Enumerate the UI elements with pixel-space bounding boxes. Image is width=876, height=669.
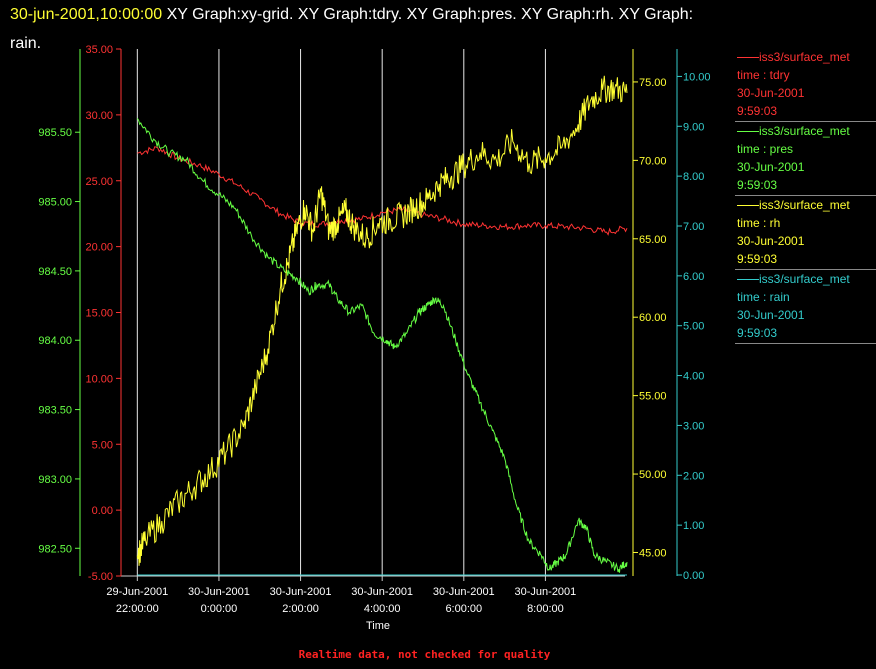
tdry-tick-label: 5.00 xyxy=(92,439,113,451)
legend-text: 30-Jun-2001 xyxy=(737,308,805,322)
legend: iss3/surface_met time : tdry 30-Jun-2001 9:… xyxy=(735,48,876,344)
rh-tick-label: 75.00 xyxy=(639,77,667,89)
rain-tick-label: 4.00 xyxy=(683,371,704,383)
rain-tick-label: 10.00 xyxy=(683,71,711,83)
legend-source: iss3/surface_met xyxy=(759,124,850,138)
pres-tick-label: 983.00 xyxy=(38,474,72,486)
legend-swatch xyxy=(737,57,759,59)
legend-text: 9:59:03 xyxy=(737,178,778,192)
pres-tick-label: 984.50 xyxy=(38,266,72,278)
rh-tick-label: 50.00 xyxy=(639,469,667,481)
rain-tick-label: 1.00 xyxy=(683,520,704,532)
legend-source: iss3/surface_met xyxy=(759,198,850,212)
x-tick-label: 6:00:00 xyxy=(445,603,482,615)
x-tick-label: 22:00:00 xyxy=(116,603,159,615)
rh-tick-label: 60.00 xyxy=(639,312,667,324)
pres-tick-label: 985.00 xyxy=(38,197,72,209)
tdry-tick-label: 20.00 xyxy=(85,242,113,254)
legend-text: 30-Jun-2001 xyxy=(737,160,805,174)
legend-text: time : rh xyxy=(737,216,781,230)
rh-series-line xyxy=(136,75,628,566)
tdry-tick-label: 30.00 xyxy=(85,110,113,122)
legend-text: 30-Jun-2001 xyxy=(737,86,805,100)
rain-tick-label: 3.00 xyxy=(683,420,704,432)
rh-tick-label: 45.00 xyxy=(639,547,667,559)
graph-titles: XY Graph:xy-grid. XY Graph:tdry. XY Grap… xyxy=(166,6,694,23)
tdry-tick-label: 15.00 xyxy=(85,308,113,320)
legend-text: 9:59:03 xyxy=(737,252,778,266)
x-tick-label: 30-Jun-2001 xyxy=(351,586,413,598)
tdry-tick-label: 35.00 xyxy=(85,44,113,56)
x-tick-label: 2:00:00 xyxy=(282,603,319,615)
legend-source: iss3/surface_met xyxy=(759,272,850,286)
legend-text: 9:59:03 xyxy=(737,326,778,340)
tdry-series-line xyxy=(137,146,628,236)
x-tick-label: 30-Jun-2001 xyxy=(270,586,332,598)
timestamp-label: 30-jun-2001,10:00:00 xyxy=(10,6,163,23)
x-tick-label: 8:00:00 xyxy=(527,603,564,615)
legend-text: 9:59:03 xyxy=(737,104,778,118)
legend-text: 30-Jun-2001 xyxy=(737,234,805,248)
x-tick-label: 30-Jun-2001 xyxy=(433,586,495,598)
legend-swatch xyxy=(737,205,759,207)
legend-swatch xyxy=(737,279,759,281)
legend-source: iss3/surface_met xyxy=(759,50,850,64)
graph-titles-wrap: rain. xyxy=(10,35,42,52)
pres-tick-label: 983.50 xyxy=(38,405,72,417)
legend-text: time : pres xyxy=(737,142,794,156)
tdry-tick-label: 0.00 xyxy=(92,505,113,517)
tdry-tick-label: 10.00 xyxy=(85,373,113,385)
rain-tick-label: 5.00 xyxy=(683,321,704,333)
pres-tick-label: 985.50 xyxy=(38,127,72,139)
legend-text: time : rain xyxy=(737,290,790,304)
quality-note: Realtime data, not checked for quality xyxy=(298,648,551,661)
x-tick-label: 0:00:00 xyxy=(201,603,238,615)
rain-tick-label: 6.00 xyxy=(683,271,704,283)
rh-tick-label: 70.00 xyxy=(639,155,667,167)
pres-tick-label: 984.00 xyxy=(38,335,72,347)
rain-tick-label: 7.00 xyxy=(683,221,704,233)
tdry-tick-label: 25.00 xyxy=(85,176,113,188)
x-tick-label: 4:00:00 xyxy=(364,603,401,615)
x-tick-label: 30-Jun-2001 xyxy=(515,586,577,598)
chart-header: 30-jun-2001,10:00:00 XY Graph:xy-grid. X… xyxy=(0,0,876,58)
legend-swatch xyxy=(737,131,759,133)
rain-tick-label: 2.00 xyxy=(683,470,704,482)
x-tick-label: 29-Jun-2001 xyxy=(106,586,168,598)
rh-tick-label: 65.00 xyxy=(639,234,667,246)
rain-tick-label: 9.00 xyxy=(683,121,704,133)
x-tick-label: 30-Jun-2001 xyxy=(188,586,250,598)
legend-text: time : tdry xyxy=(737,68,790,82)
rh-tick-label: 55.00 xyxy=(639,391,667,403)
pres-series-line xyxy=(136,118,628,573)
pres-tick-label: 982.50 xyxy=(38,543,72,555)
rain-tick-label: 0.00 xyxy=(683,570,704,582)
rain-tick-label: 8.00 xyxy=(683,171,704,183)
tdry-tick-label: -5.00 xyxy=(88,571,113,583)
x-axis-label: Time xyxy=(366,620,390,632)
